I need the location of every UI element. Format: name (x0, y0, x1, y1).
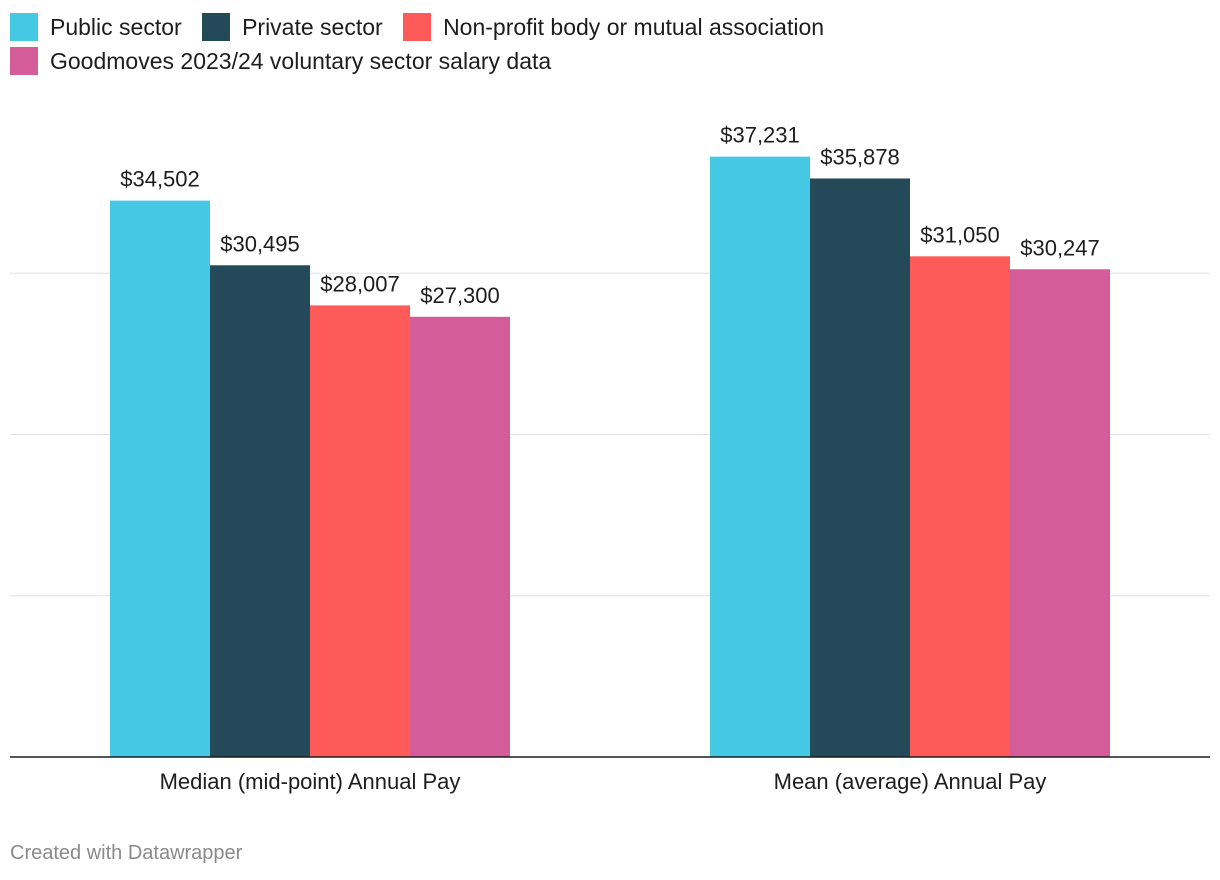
legend-swatch-goodmoves (10, 47, 38, 75)
bar-1-1 (810, 178, 910, 757)
legend-item-nonprofit: Non-profit body or mutual association (403, 10, 824, 44)
legend-label-goodmoves: Goodmoves 2023/24 voluntary sector salar… (50, 48, 552, 74)
bar-1-2 (910, 256, 1010, 757)
data-label-0-2: $28,007 (320, 271, 400, 296)
category-label-1: Mean (average) Annual Pay (774, 769, 1047, 794)
legend-swatch-private (202, 13, 231, 41)
legend-label-private: Private sector (242, 14, 383, 40)
data-label-1-2: $31,050 (920, 222, 1000, 247)
legend-item-private: Private sector (202, 10, 383, 44)
bar-0-2 (310, 305, 410, 757)
footer-credit: Created with Datawrapper (10, 842, 243, 864)
data-label-0-1: $30,495 (220, 231, 300, 256)
bar-0-1 (210, 265, 310, 757)
legend-label-public: Public sector (50, 14, 182, 40)
legend-label-nonprofit: Non-profit body or mutual association (443, 14, 825, 40)
bar-0-3 (410, 316, 510, 757)
bar-1-3 (1010, 269, 1110, 757)
bar-0-0 (110, 200, 210, 757)
legend-swatch-public (10, 13, 38, 41)
category-label-0: Median (mid-point) Annual Pay (160, 769, 461, 794)
legend-item-goodmoves: Goodmoves 2023/24 voluntary sector salar… (10, 44, 551, 78)
bar-1-0 (710, 156, 810, 757)
legend-item-public: Public sector (10, 10, 182, 44)
data-label-1-1: $35,878 (820, 144, 900, 169)
data-label-0-3: $27,300 (420, 283, 500, 308)
data-label-1-0: $37,231 (720, 123, 800, 148)
data-label-1-3: $30,247 (1020, 235, 1100, 260)
data-label-0-0: $34,502 (120, 167, 200, 192)
legend: Public sector Private sector Non-profit … (10, 10, 1210, 78)
legend-swatch-nonprofit (403, 13, 432, 41)
